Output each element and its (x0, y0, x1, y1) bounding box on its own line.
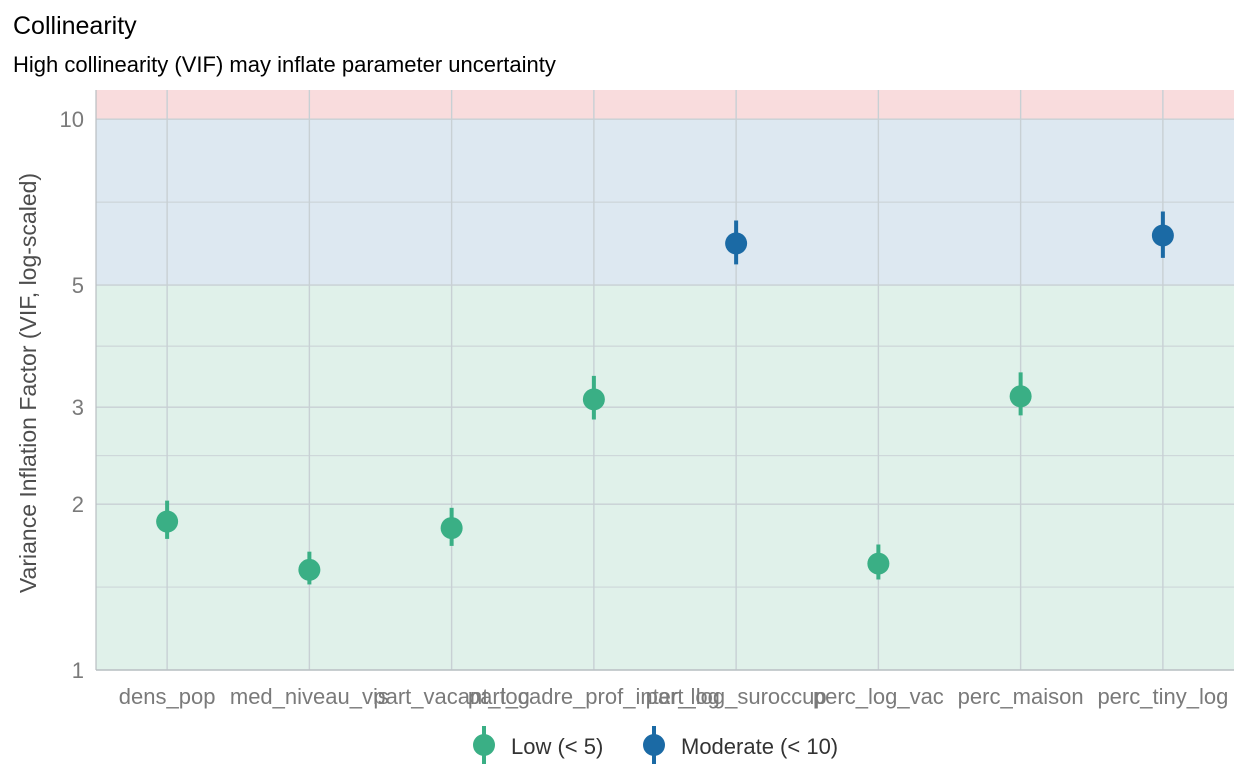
x-tick-label: part_vacant_log (373, 684, 530, 709)
x-tick-label: perc_tiny_log (1097, 684, 1228, 709)
y-tick-label: 2 (72, 492, 84, 517)
x-tick-label: perc_log_vac (813, 684, 944, 709)
legend-key-marker (473, 734, 495, 756)
point-marker (867, 552, 890, 575)
y-tick-label: 10 (60, 107, 84, 132)
vif-point-perc_log_vac (867, 544, 890, 580)
legend-item-0: Low (< 5) (473, 726, 603, 764)
legend: Low (< 5) Moderate (< 10) (473, 726, 838, 764)
legend-label: Moderate (< 10) (681, 734, 838, 759)
band-2 (96, 90, 1234, 120)
y-tick-label: 5 (72, 273, 84, 298)
legend-item-1: Moderate (< 10) (643, 726, 838, 764)
x-tick-label: part_cadre_prof_inter_log (468, 684, 720, 709)
vif-point-part_vacant_log (440, 507, 463, 546)
chart-title: Collinearity (13, 12, 137, 40)
x-tick-label: med_niveau_vis (230, 684, 389, 709)
risk-bands (96, 90, 1234, 670)
vif-points (156, 211, 1174, 585)
x-tick-label: part_log_suroccup (646, 684, 827, 709)
vif-point-part_cadre_prof_inter_log (582, 375, 605, 420)
band-0 (96, 285, 1234, 670)
point-marker (298, 558, 321, 581)
x-tick-label: dens_pop (119, 684, 216, 709)
y-axis-title: Variance Inflation Factor (VIF, log-scal… (15, 173, 41, 593)
point-marker (725, 232, 748, 255)
legend-key-marker (643, 734, 665, 756)
vif-point-perc_maison (1009, 372, 1032, 416)
vif-point-perc_tiny_log (1151, 211, 1174, 258)
point-marker (1151, 224, 1174, 247)
y-tick-label: 3 (72, 395, 84, 420)
vif-point-part_log_suroccup (725, 220, 748, 265)
point-marker (156, 510, 179, 533)
x-axis-ticks: dens_pop med_niveau_vispart_vacant_logpar… (119, 684, 1229, 709)
chart-subtitle: High collinearity (VIF) may inflate para… (13, 52, 556, 77)
y-axis-ticks: 1 2 3 5 10 (60, 107, 84, 683)
x-tick-label: perc_maison (958, 684, 1084, 709)
point-marker (1009, 385, 1032, 408)
point-marker (440, 517, 463, 540)
legend-label: Low (< 5) (511, 734, 603, 759)
y-tick-label: 1 (72, 658, 84, 683)
vif-point-med_niveau_vis (298, 551, 321, 585)
vif-point-dens_pop (156, 500, 179, 539)
point-marker (582, 388, 605, 411)
